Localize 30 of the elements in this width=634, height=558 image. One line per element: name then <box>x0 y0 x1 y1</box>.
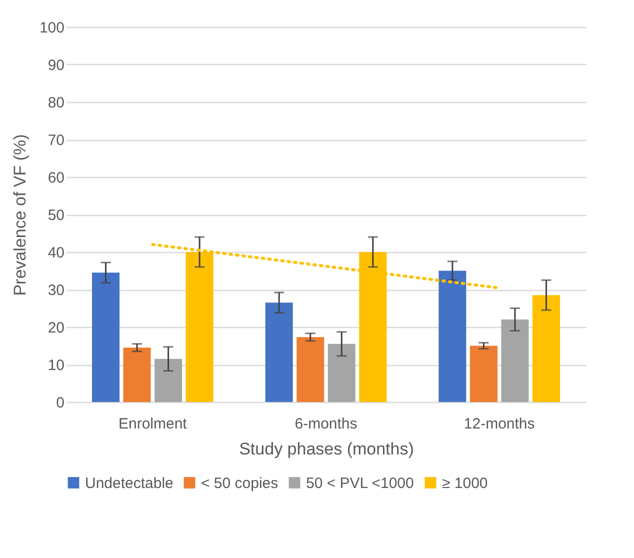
bar <box>501 320 529 402</box>
bar <box>438 270 466 402</box>
y-tick-label: 50 <box>48 207 64 224</box>
legend-label: < 50 copies <box>201 474 278 492</box>
y-tick-label: 10 <box>48 357 64 374</box>
y-tick-label: 80 <box>48 94 64 112</box>
bar <box>154 358 182 402</box>
x-tick-label: 6-months <box>294 416 358 432</box>
bar <box>296 337 324 402</box>
bar <box>328 344 356 402</box>
y-tick-label: 60 <box>48 170 64 186</box>
legend-label: Undetectable <box>85 474 174 492</box>
y-tick-label: 40 <box>48 244 64 262</box>
y-tick-label: 90 <box>48 57 64 74</box>
y-tick-label: 70 <box>48 132 64 149</box>
y-tick-label: 20 <box>48 320 64 336</box>
bar <box>265 302 293 402</box>
x-axis-title: Study phases (months) <box>239 440 414 458</box>
x-tick-label: 12-months <box>464 416 535 432</box>
legend-label: 50 < PVL <1000 <box>306 474 414 492</box>
y-tick-label: 0 <box>56 394 64 412</box>
y-axis-title: Prevalence of VF (%) <box>10 134 30 296</box>
legend-label: ≥ 1000 <box>442 474 488 492</box>
bar <box>123 348 151 402</box>
bar <box>532 295 560 402</box>
bar <box>470 346 498 402</box>
bar <box>92 272 120 402</box>
x-tick-label: Enrolment <box>118 416 188 432</box>
y-tick-label: 100 <box>39 20 64 36</box>
y-tick-label: 30 <box>48 282 64 299</box>
